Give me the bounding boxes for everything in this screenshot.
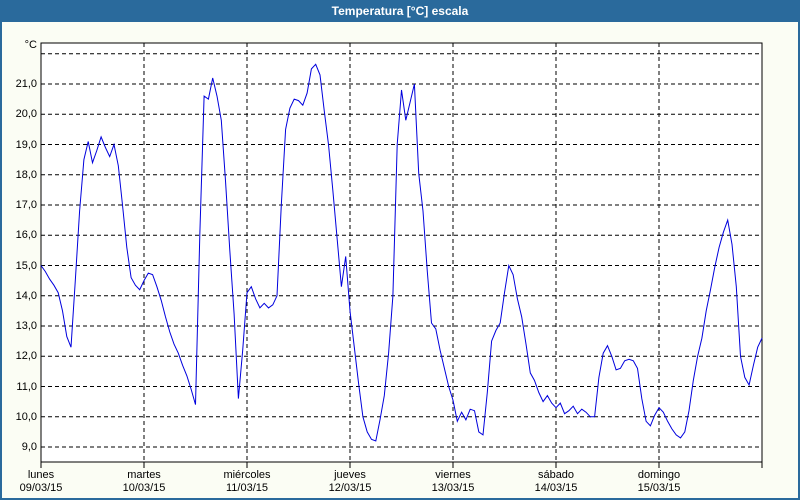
plot-background (41, 43, 762, 462)
temperature-chart: 9,0 10,0 11,0 12,0 13,0 14,0 15,0 16,0 17,0 18,0 1… (2, 22, 798, 498)
window-titlebar: Temperatura [°C] escala (2, 2, 798, 22)
window-title: Temperatura [°C] escala (331, 4, 469, 18)
plot-border (40, 42, 763, 463)
temperature-line-series (40, 63, 763, 442)
temperature-chart-canvas (40, 42, 763, 468)
